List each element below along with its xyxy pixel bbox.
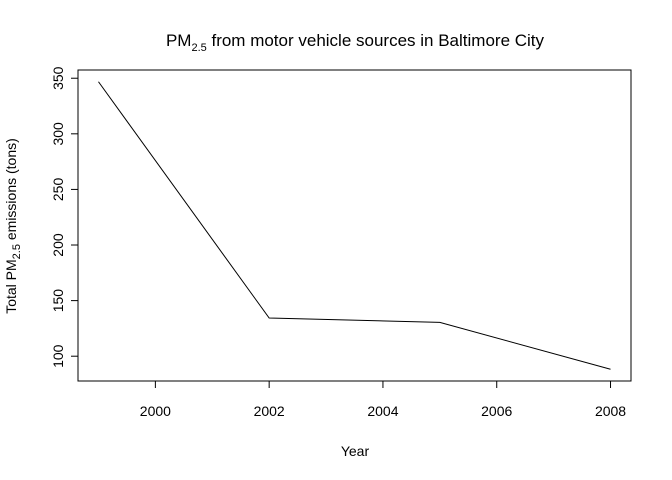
chart-title: PM2.5 from motor vehicle sources in Balt… <box>166 31 545 54</box>
plot-frame <box>77 69 632 382</box>
x-tick-label: 2004 <box>367 403 398 419</box>
x-tick-label: 2006 <box>481 403 512 419</box>
y-tick-label: 100 <box>50 344 66 368</box>
chart-title-subscript: 2.5 <box>191 42 206 54</box>
y-tick-label: 350 <box>50 66 66 90</box>
x-axis: 2000 2002 2004 2006 2008 <box>140 380 626 419</box>
y-axis-label-rest: emissions (tons) <box>3 138 19 244</box>
y-tick-label: 250 <box>50 178 66 202</box>
y-tick-label: 300 <box>50 122 66 146</box>
y-tick-label: 150 <box>50 289 66 313</box>
y-axis-label: Total PM2.5 emissions (tons) <box>3 138 23 314</box>
y-axis: 100 150 200 250 300 350 <box>50 66 79 368</box>
chart-title-rest: from motor vehicle sources in Baltimore … <box>207 31 545 50</box>
x-tick-label: 2008 <box>595 403 626 419</box>
y-tick-label: 200 <box>50 233 66 257</box>
y-axis-label-subscript: 2.5 <box>11 244 23 259</box>
x-tick-label: 2000 <box>140 403 171 419</box>
y-axis-label-main: Total PM <box>3 259 19 313</box>
series-line <box>98 81 611 370</box>
x-axis-label: Year <box>341 443 370 459</box>
chart-title-main: PM <box>166 31 192 50</box>
x-tick-label: 2002 <box>254 403 285 419</box>
